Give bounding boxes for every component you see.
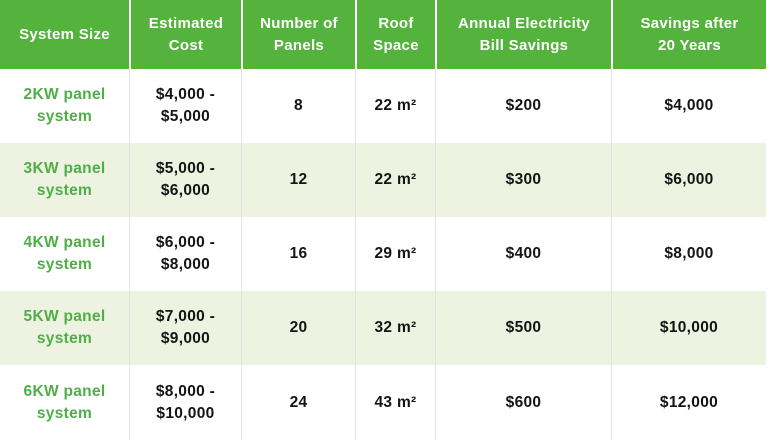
header-cell-annual-bill-savings: Annual Electricity Bill Savings	[435, 0, 611, 69]
cell-text: $600	[505, 393, 542, 411]
cell-text: 20	[289, 319, 308, 336]
cell-text: $8,000 -	[155, 382, 216, 400]
cell-system-size: 2KW panel system	[0, 69, 129, 143]
cell-text: $8,000	[664, 245, 714, 262]
cell-text: $400	[505, 245, 542, 262]
cell-savings-after-20-years: $10,000	[611, 291, 766, 365]
table-row-5kw: 5KW panel system $7,000 - $9,000 20 32 m…	[0, 291, 766, 365]
cell-number-of-panels: 16	[241, 217, 355, 291]
cell-text: $300	[505, 171, 542, 188]
cell-savings-after-20-years: $12,000	[611, 365, 766, 440]
table-row-3kw: 3KW panel system $5,000 - $6,000 12 22 m…	[0, 143, 766, 217]
cell-system-size: 4KW panel system	[0, 217, 129, 291]
header-label: Bill Savings	[479, 36, 569, 54]
cell-savings-after-20-years: $8,000	[611, 217, 766, 291]
cell-text: 22 m²	[374, 171, 417, 188]
cell-text: 16	[289, 245, 308, 262]
cell-text: $200	[505, 97, 542, 114]
header-label: Panels	[273, 36, 325, 54]
cell-estimated-cost: $6,000 - $8,000	[129, 217, 241, 291]
cell-number-of-panels: 24	[241, 365, 355, 440]
cell-number-of-panels: 12	[241, 143, 355, 217]
cell-text: 8	[294, 97, 303, 114]
cell-text: 5KW panel	[23, 308, 106, 325]
cell-roof-space: 22 m²	[355, 69, 435, 143]
cell-roof-space: 32 m²	[355, 291, 435, 365]
cell-text: 2KW panel	[23, 86, 106, 103]
cell-text: 29 m²	[374, 245, 417, 262]
cell-estimated-cost: $5,000 - $6,000	[129, 143, 241, 217]
cell-text: 3KW panel	[23, 160, 106, 177]
cell-number-of-panels: 8	[241, 69, 355, 143]
cell-system-size: 3KW panel system	[0, 143, 129, 217]
cell-estimated-cost: $7,000 - $9,000	[129, 291, 241, 365]
cell-roof-space: 22 m²	[355, 143, 435, 217]
cell-text: $10,000	[156, 404, 215, 422]
header-cell-system-size: System Size	[0, 0, 129, 69]
header-label: Number of	[260, 14, 338, 32]
header-label: System Size	[19, 25, 110, 43]
cell-text: $4,000 -	[155, 86, 216, 103]
cell-text: $5,000 -	[155, 160, 216, 177]
cell-text: system	[36, 108, 93, 125]
header-label: Space	[373, 36, 419, 54]
cell-text: $7,000 -	[155, 308, 216, 325]
header-cell-roof-space: Roof Space	[355, 0, 435, 69]
cell-system-size: 5KW panel system	[0, 291, 129, 365]
cell-annual-bill-savings: $600	[435, 365, 611, 440]
cell-text: $6,000	[160, 182, 211, 199]
cell-text: system	[36, 404, 93, 422]
cell-text: $500	[505, 319, 542, 336]
table-row-2kw: 2KW panel system $4,000 - $5,000 8 22 m²…	[0, 69, 766, 143]
cell-text: system	[36, 330, 93, 347]
table-row-4kw: 4KW panel system $6,000 - $8,000 16 29 m…	[0, 217, 766, 291]
cell-text: 12	[289, 171, 308, 188]
cell-text: 43 m²	[374, 393, 417, 411]
cell-text: $5,000	[160, 108, 211, 125]
cell-text: 24	[289, 393, 308, 411]
cell-annual-bill-savings: $300	[435, 143, 611, 217]
header-label: Savings after	[640, 14, 739, 32]
header-label: 20 Years	[657, 36, 722, 54]
cell-annual-bill-savings: $400	[435, 217, 611, 291]
cell-text: system	[36, 256, 93, 273]
cell-estimated-cost: $8,000 - $10,000	[129, 365, 241, 440]
cell-savings-after-20-years: $4,000	[611, 69, 766, 143]
header-cell-number-of-panels: Number of Panels	[241, 0, 355, 69]
cell-roof-space: 43 m²	[355, 365, 435, 440]
header-cell-savings-after-20-years: Savings after 20 Years	[611, 0, 766, 69]
cell-text: system	[36, 182, 93, 199]
header-label: Roof	[378, 14, 414, 32]
cell-annual-bill-savings: $200	[435, 69, 611, 143]
cell-number-of-panels: 20	[241, 291, 355, 365]
cell-savings-after-20-years: $6,000	[611, 143, 766, 217]
cell-text: $10,000	[659, 319, 719, 336]
cell-estimated-cost: $4,000 - $5,000	[129, 69, 241, 143]
cell-text: $6,000 -	[155, 234, 216, 251]
cell-text: 6KW panel	[23, 382, 106, 400]
header-label: Annual Electricity	[457, 14, 591, 32]
cell-text: 4KW panel	[23, 234, 106, 251]
table-header-row: System Size Estimated Cost Number of Pan…	[0, 0, 766, 69]
header-label: Estimated	[148, 14, 224, 32]
cell-text: $8,000	[160, 256, 211, 273]
table-row-6kw: 6KW panel system $8,000 - $10,000 24 43 …	[0, 365, 766, 440]
cell-annual-bill-savings: $500	[435, 291, 611, 365]
cell-text: 32 m²	[374, 319, 417, 336]
cell-text: $9,000	[160, 330, 211, 347]
cell-text: 22 m²	[374, 97, 417, 114]
cell-system-size: 6KW panel system	[0, 365, 129, 440]
header-cell-estimated-cost: Estimated Cost	[129, 0, 241, 69]
cell-text: $6,000	[664, 171, 714, 188]
cell-text: $12,000	[659, 393, 719, 411]
header-label: Cost	[168, 36, 204, 54]
cell-roof-space: 29 m²	[355, 217, 435, 291]
cell-text: $4,000	[664, 97, 714, 114]
